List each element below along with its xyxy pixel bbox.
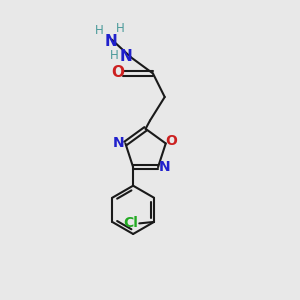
Text: H: H: [95, 24, 104, 37]
Text: N: N: [159, 160, 170, 174]
Text: H: H: [110, 49, 119, 62]
Text: Cl: Cl: [124, 216, 139, 230]
Text: O: O: [111, 65, 124, 80]
Text: H: H: [116, 22, 124, 35]
Text: N: N: [119, 49, 132, 64]
Text: O: O: [165, 134, 177, 148]
Text: N: N: [105, 34, 118, 49]
Text: N: N: [113, 136, 125, 150]
